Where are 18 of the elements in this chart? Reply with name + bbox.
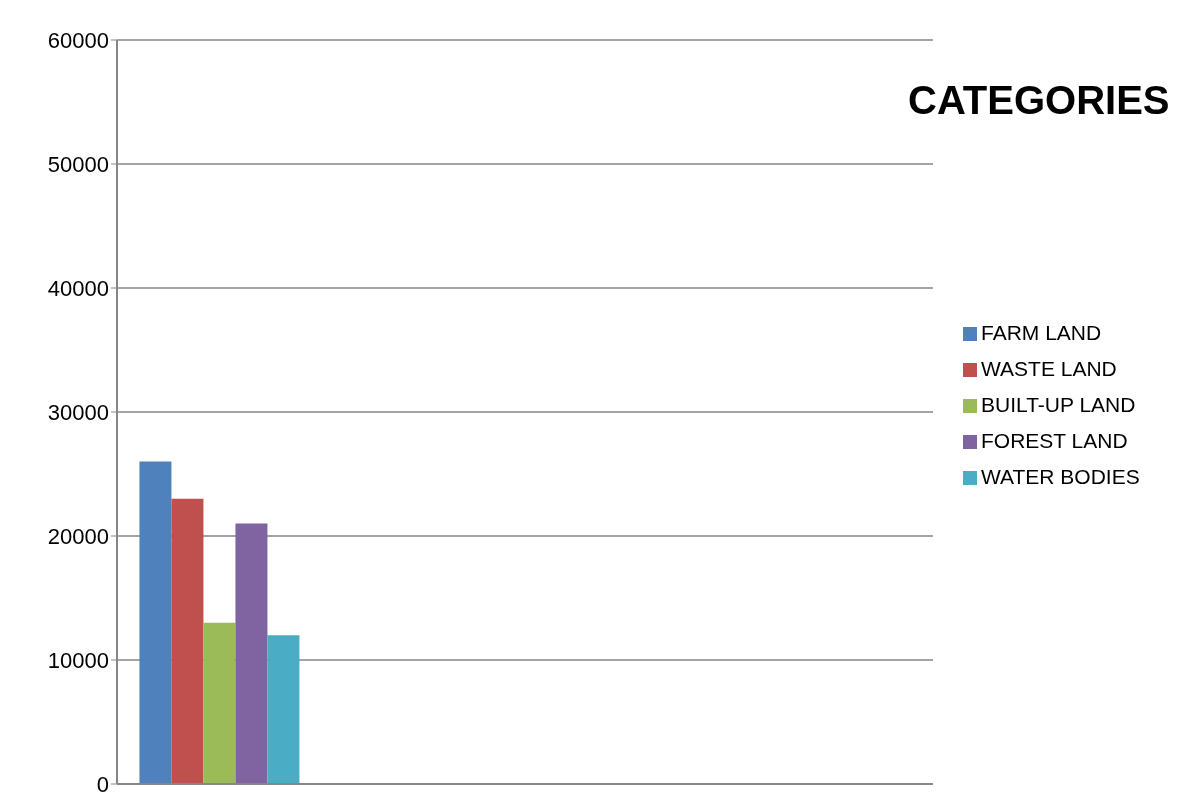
bar — [139, 461, 172, 784]
legend-label: FARM LAND — [981, 321, 1102, 344]
legend-label: FOREST LAND — [981, 429, 1128, 452]
y-tick-label: 0 — [96, 771, 109, 797]
y-tick-label: 20000 — [47, 523, 109, 549]
legend-label: WATER BODIES — [981, 465, 1140, 488]
bar — [267, 635, 300, 784]
y-tick-label: 50000 — [47, 151, 109, 177]
y-tick-label: 10000 — [47, 647, 109, 673]
legend-label: BUILT-UP LAND — [981, 393, 1136, 416]
y-tick-label: 60000 — [47, 27, 109, 53]
bar — [171, 498, 204, 784]
y-tick-label: 30000 — [47, 399, 109, 425]
y-tick-label: 40000 — [47, 275, 109, 301]
bar — [235, 523, 268, 784]
text: CATEGORIES — [908, 78, 1170, 123]
legend-label: WASTE LAND — [981, 357, 1117, 380]
bar — [203, 622, 236, 784]
